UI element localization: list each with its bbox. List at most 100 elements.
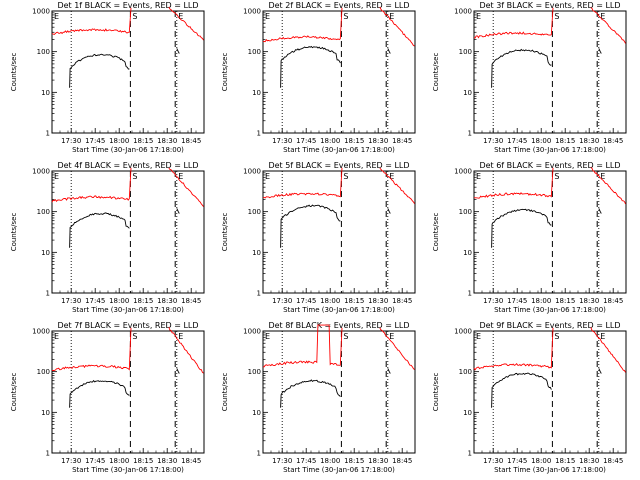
x-tick-label: 18:45 [392,297,412,305]
y-tick-label: 1000 [454,328,472,336]
events-series-after [176,208,180,214]
plot-frame [51,10,205,134]
e-marker-label: E [54,12,59,21]
x-tick-label: 18:30 [579,137,599,145]
e-marker-label: E [389,172,394,181]
lld-series-before [473,7,554,39]
y-axis-label: Counts/sec [10,53,18,92]
y-tick-label: 1 [257,130,261,138]
lld-series-before [51,7,132,36]
y-tick-label: 10 [252,409,261,417]
x-tick-label: 17:30 [272,457,292,465]
s-marker-label: S [343,172,348,181]
plot-frame [51,330,205,454]
events-series-after [387,48,391,54]
y-tick-label: 1000 [32,328,50,336]
x-tick-label: 17:45 [507,457,527,465]
plot-frame [51,170,205,294]
x-tick-label: 17:30 [61,137,81,145]
x-tick-label: 17:30 [483,457,503,465]
x-tick-label: 18:00 [109,457,129,465]
x-tick-label: 18:30 [157,137,177,145]
y-tick-label: 10 [463,89,472,97]
y-tick-label: 100 [37,48,50,56]
y-tick-label: 100 [248,368,261,376]
plot-frame [262,330,416,454]
e-marker-label: E [600,172,605,181]
y-axis-label: Counts/sec [432,213,440,252]
x-tick-label: 18:15 [555,457,575,465]
e-marker-label: E [54,172,59,181]
x-tick-label: 18:00 [109,137,129,145]
lld-series-before [262,324,343,368]
x-tick-label: 17:45 [85,457,105,465]
x-axis-label: Start Time (30-Jan-06 17:18:00) [283,306,395,314]
x-tick-label: 18:45 [603,137,623,145]
e-marker-label: E [265,332,270,341]
y-axis-label: Counts/sec [221,53,229,92]
s-marker-label: S [132,332,137,341]
events-series-after [387,208,391,214]
events-series [69,212,130,248]
events-series [491,372,552,408]
e-marker-label: E [476,12,481,21]
panel-8: Det 8f BLACK = Events, RED = LLD 1000 100 1… [221,321,416,474]
x-tick-label: 17:30 [61,457,81,465]
x-tick-label: 17:45 [296,457,316,465]
x-tick-label: 18:00 [531,457,551,465]
events-series-after [598,208,602,214]
s-marker-label: S [554,332,559,341]
y-tick-label: 1000 [32,168,50,176]
y-tick-label: 100 [459,208,472,216]
events-series [69,379,130,408]
e-marker-label: E [178,172,183,181]
y-tick-label: 1 [468,450,472,458]
x-tick-label: 18:45 [392,457,412,465]
y-axis-label: Counts/sec [221,213,229,252]
s-marker-label: S [343,12,348,21]
x-tick-label: 18:15 [344,457,364,465]
s-marker-label: S [132,172,137,181]
x-tick-label: 18:15 [133,137,153,145]
x-tick-label: 18:30 [368,457,388,465]
plot-frame [473,10,627,134]
y-tick-label: 1 [468,130,472,138]
e-marker-label: E [476,172,481,181]
panel-title: Det 4f BLACK = Events, RED = LLD [57,161,198,170]
e-marker-label: E [600,12,605,21]
panel-title: Det 2f BLACK = Events, RED = LLD [268,1,409,10]
y-axis-label: Counts/sec [10,213,18,252]
events-series-after [598,368,602,374]
x-tick-label: 18:45 [181,457,201,465]
x-tick-label: 18:30 [579,457,599,465]
x-axis-label: Start Time (30-Jan-06 17:18:00) [494,466,606,474]
x-axis-label: Start Time (30-Jan-06 17:18:00) [72,466,184,474]
y-tick-label: 1 [257,290,261,298]
lld-series-before [262,7,343,43]
y-tick-label: 10 [41,249,50,257]
lld-series-after [379,327,415,370]
plot-frame [473,170,627,294]
events-series [491,208,552,248]
y-tick-label: 10 [41,409,50,417]
panel-2: Det 2f BLACK = Events, RED = LLD 1000 100 1… [221,1,416,154]
x-tick-label: 18:00 [320,297,340,305]
events-series [280,204,341,248]
y-tick-label: 10 [41,89,50,97]
x-tick-label: 18:45 [603,297,623,305]
x-tick-label: 18:00 [320,137,340,145]
y-axis-label: Counts/sec [432,373,440,412]
e-marker-label: E [178,332,183,341]
x-tick-label: 18:30 [368,137,388,145]
y-tick-label: 1 [257,450,261,458]
e-marker-label: E [476,332,481,341]
lld-series-after [168,167,204,207]
y-tick-label: 100 [37,208,50,216]
x-axis-label: Start Time (30-Jan-06 17:18:00) [283,466,395,474]
x-axis-label: Start Time (30-Jan-06 17:18:00) [494,146,606,154]
events-series-after [598,48,602,54]
panel-3: Det 3f BLACK = Events, RED = LLD 1000 100 1… [432,1,627,154]
lld-series-after [590,327,626,373]
y-tick-label: 100 [248,208,261,216]
